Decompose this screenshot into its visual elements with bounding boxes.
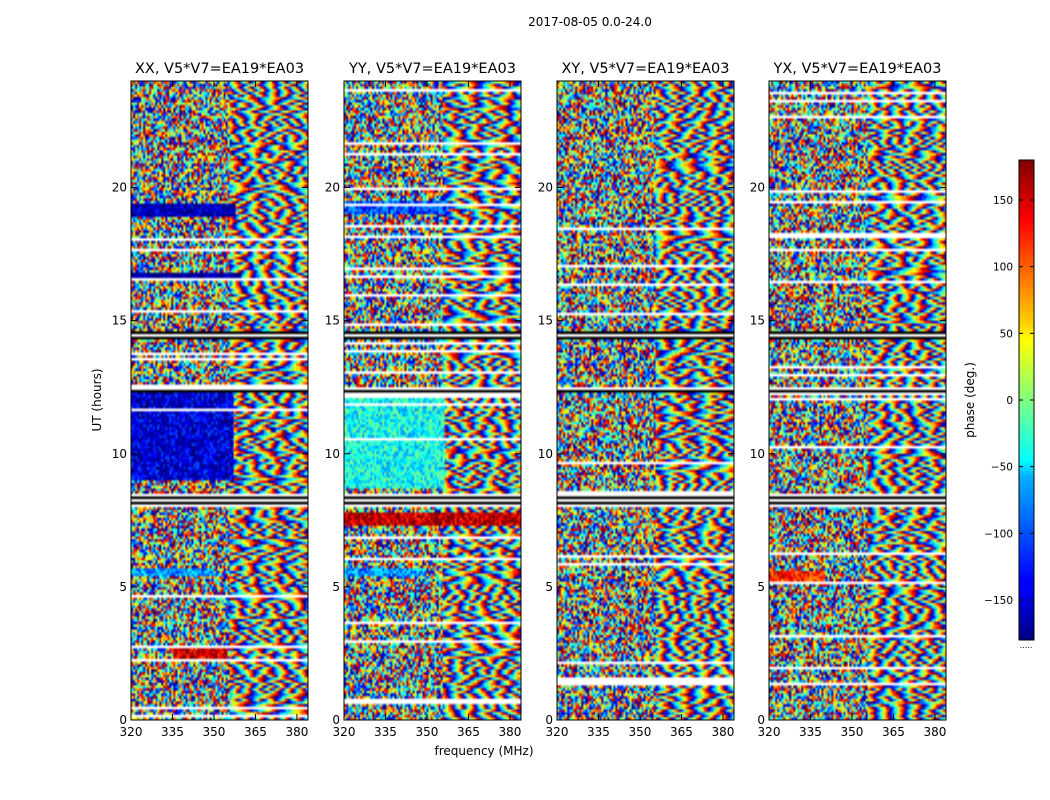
x-tick-label: 380 [923, 725, 946, 739]
figure-title: 2017-08-05 0.0-24.0 [528, 15, 652, 29]
panel-1: XX, V5*V7=EA19*EA03 320 335 350 365 380 0 5 10 15… [112, 61, 309, 739]
heatmap-image [769, 81, 946, 720]
colorbar-footer: ..... [1020, 641, 1033, 650]
y-tick-label: 10 [325, 447, 340, 461]
x-tick-label: 365 [457, 725, 480, 739]
panels: XX, V5*V7=EA19*EA03 320 335 350 365 380 0 5 10 15… [112, 61, 947, 739]
x-tick-label: 335 [587, 725, 610, 739]
x-tick-label: 320 [546, 725, 569, 739]
heatmap-image [131, 81, 308, 720]
panel-frame [343, 80, 522, 721]
panel-4: YX, V5*V7=EA19*EA03 320 335 350 365 380 0 5 10 15… [750, 61, 947, 739]
colorbar-ticks: 150 100 50 0 −50 −100 −150 [984, 195, 1034, 607]
y-tick-label: 15 [538, 314, 553, 328]
colorbar: 150 100 50 0 −50 −100 −150 phase (deg.) ..... [963, 159, 1035, 650]
x-tick-label: 365 [244, 725, 267, 739]
y-tick-label: 20 [750, 181, 765, 195]
y-tick-label: 0 [545, 713, 553, 727]
x-tick-label: 335 [161, 725, 184, 739]
y-tick-label: 5 [119, 580, 127, 594]
x-tick-label: 320 [758, 725, 781, 739]
y-tick-label: 0 [757, 713, 765, 727]
colorbar-tick-label: 50 [1000, 328, 1013, 340]
y-tick-label: 10 [538, 447, 553, 461]
panel-frame [556, 80, 735, 721]
x-tick-label: 320 [333, 725, 356, 739]
x-tick-label: 320 [120, 725, 143, 739]
x-tick-label: 350 [416, 725, 439, 739]
x-tick-label: 350 [203, 725, 226, 739]
y-tick-label: 15 [325, 314, 340, 328]
y-tick-label: 15 [750, 314, 765, 328]
panel-title: XX, V5*V7=EA19*EA03 [135, 61, 304, 77]
y-tick-label: 20 [112, 181, 127, 195]
x-tick-label: 380 [711, 725, 734, 739]
x-tick-label: 335 [374, 725, 397, 739]
heatmap-image [557, 81, 734, 720]
colorbar-tick-label: −100 [984, 528, 1013, 540]
panel-title: XY, V5*V7=EA19*EA03 [561, 61, 729, 77]
x-tick-label: 365 [882, 725, 905, 739]
colorbar-tick-label: −50 [991, 462, 1013, 474]
y-tick-label: 20 [325, 181, 340, 195]
colorbar-label: phase (deg.) [963, 362, 977, 438]
panel-frame [768, 80, 947, 721]
x-axis-label: frequency (MHz) [434, 744, 533, 758]
y-tick-label: 5 [332, 580, 340, 594]
colorbar-tick-label: 0 [1006, 395, 1013, 407]
panel-2: YY, V5*V7=EA19*EA03 320 335 350 365 380 0 5 10 15… [325, 61, 522, 739]
colorbar-tick-label: 100 [993, 262, 1013, 274]
x-tick-label: 380 [498, 725, 521, 739]
y-tick-label: 0 [332, 713, 340, 727]
y-tick-label: 0 [119, 713, 127, 727]
panel-title: YX, V5*V7=EA19*EA03 [772, 61, 941, 77]
y-tick-label: 20 [538, 181, 553, 195]
x-tick-label: 380 [285, 725, 308, 739]
y-tick-label: 5 [757, 580, 765, 594]
y-tick-label: 15 [112, 314, 127, 328]
y-tick-label: 10 [112, 447, 127, 461]
colorbar-tick-label: 150 [993, 195, 1013, 207]
x-tick-label: 350 [841, 725, 864, 739]
heatmap-image [344, 81, 521, 720]
panel-3: XY, V5*V7=EA19*EA03 320 335 350 365 380 0 5 10 15… [538, 61, 735, 739]
y-axis-label: UT (hours) [90, 368, 104, 431]
panel-title: YY, V5*V7=EA19*EA03 [348, 61, 516, 77]
x-tick-label: 350 [629, 725, 652, 739]
y-tick-label: 5 [545, 580, 553, 594]
y-tick-label: 10 [750, 447, 765, 461]
colorbar-tick-label: −150 [984, 595, 1013, 607]
x-tick-label: 365 [670, 725, 693, 739]
panel-frame [130, 80, 309, 721]
x-tick-label: 335 [799, 725, 822, 739]
